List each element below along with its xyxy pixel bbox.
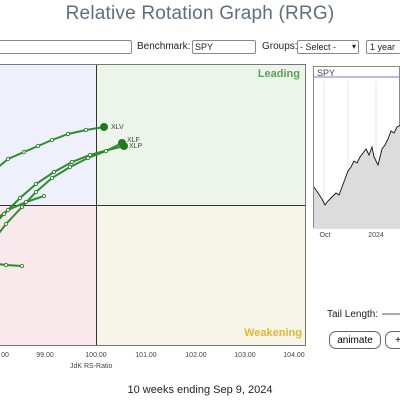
label-xlp: XLP bbox=[129, 143, 143, 150]
tail-length-label: Tail Length: bbox=[327, 309, 379, 320]
x-tick: 101.00 bbox=[135, 352, 157, 359]
tail-extra-2 bbox=[0, 263, 23, 267]
weakening-label: Weakening bbox=[244, 327, 302, 339]
head-xlv[interactable] bbox=[100, 123, 108, 131]
benchmark-label: Benchmark: bbox=[137, 41, 191, 52]
price-chart-plot bbox=[314, 76, 400, 229]
x-tick: 00 bbox=[1, 352, 9, 359]
tail-xlv bbox=[0, 126, 105, 167]
toolbar: Benchmark: SPY Groups: - Select - ▾ 1 ye… bbox=[0, 40, 400, 56]
center-vertical-line bbox=[96, 64, 97, 345]
date-range-caption: 10 weeks ending Sep 9, 2024 bbox=[127, 384, 273, 396]
groups-select[interactable]: - Select - ▾ bbox=[297, 40, 359, 54]
x-tick: 99.00 bbox=[36, 352, 54, 359]
tail-extra-1 bbox=[0, 195, 45, 218]
x-tick: 103.00 bbox=[234, 352, 256, 359]
x-tick: 100.00 bbox=[85, 352, 107, 359]
more-button[interactable]: + bbox=[385, 331, 400, 349]
groups-select-value: - Select - bbox=[300, 42, 337, 52]
x-axis-label: JdK RS-Ratio bbox=[70, 363, 113, 370]
quadrant-leading bbox=[96, 64, 306, 205]
animate-button[interactable]: animate bbox=[329, 331, 381, 349]
price-chart: SPY bbox=[313, 66, 400, 229]
period-select[interactable]: 1 year bbox=[366, 40, 400, 54]
price-x-tick: 2024 bbox=[368, 232, 384, 239]
tail-xlf bbox=[0, 142, 123, 234]
quadrant-lagging bbox=[0, 205, 96, 345]
tail-xlp bbox=[0, 145, 125, 220]
price-chart-symbol: SPY bbox=[317, 68, 336, 78]
chart-frame bbox=[0, 64, 306, 346]
head-xlp[interactable] bbox=[120, 142, 128, 150]
tail-length-slider[interactable] bbox=[382, 313, 400, 315]
label-xlv: XLV bbox=[111, 124, 124, 131]
page-title: Relative Rotation Graph (RRG) bbox=[65, 3, 335, 24]
x-tick: 102.00 bbox=[185, 352, 207, 359]
label-xlf: XLF bbox=[127, 137, 140, 144]
price-area bbox=[314, 125, 400, 229]
price-x-tick: Oct bbox=[319, 232, 331, 239]
chevron-down-icon: ▾ bbox=[351, 42, 356, 51]
center-horizontal-line bbox=[0, 205, 306, 206]
x-tick: 104.00 bbox=[283, 352, 305, 359]
leading-label: Leading bbox=[257, 68, 300, 80]
x-axis-ticks: 00 99.00 100.00 101.00 102.00 103.00 104… bbox=[0, 352, 310, 364]
symbols-input[interactable] bbox=[0, 40, 132, 54]
tails-layer: XLV XLF XLP bbox=[0, 123, 143, 269]
price-line bbox=[314, 124, 400, 206]
benchmark-input[interactable]: SPY bbox=[192, 40, 256, 54]
groups-label: Groups: bbox=[262, 41, 298, 52]
rrg-chart: Leading Weakening XLV XLF XLP bbox=[0, 64, 306, 346]
quadrant-weakening bbox=[96, 205, 306, 345]
